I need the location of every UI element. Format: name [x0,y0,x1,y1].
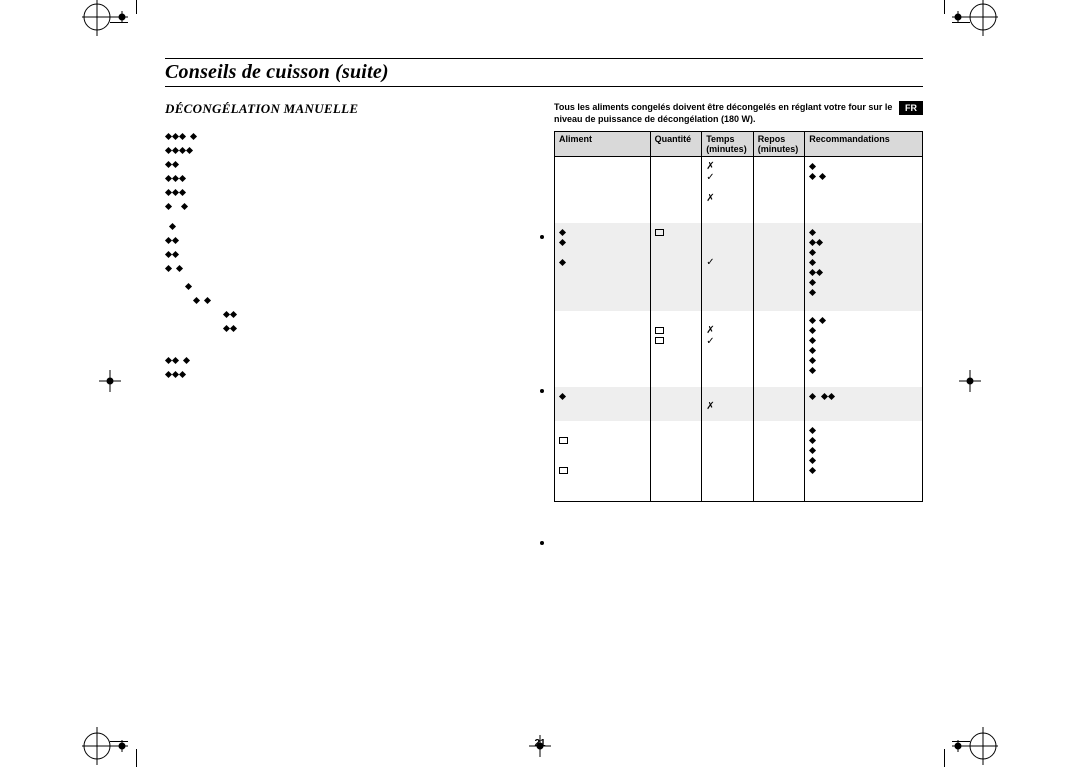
table-row: ✗✓ [555,311,923,387]
registration-mark-icon [952,0,998,40]
cell-reco [805,311,923,387]
col-quantite: Quantité [650,132,702,157]
bullet-icon [540,541,544,545]
cell-temps: ✗ [702,387,754,421]
language-tab: FR [899,101,923,115]
crop-mark-icon [936,14,952,30]
title-rule: Conseils de cuisson (suite) [165,58,923,87]
defrost-table: Aliment Quantité Temps (minutes) Repos (… [554,131,923,502]
cell-aliment [555,421,651,502]
col-repos: Repos (minutes) [753,132,805,157]
two-column-layout: DÉCONGÉLATION MANUELLE [165,101,923,641]
cell-temps: ✗✓✗ [702,157,754,224]
right-column: FR Tous les aliments congelés doivent êt… [554,101,923,641]
cell-quantite [650,311,702,387]
table-row [555,421,923,502]
col-reco: Recommandations [805,132,923,157]
cell-reco [805,421,923,502]
page: Conseils de cuisson (suite) DÉCONGÉLATIO… [0,0,1080,763]
registration-mark-icon [82,0,128,40]
page-number: 21 [0,738,1080,749]
cell-aliment [555,223,651,311]
table-row: ✓ [555,223,923,311]
illegible-text [165,125,534,355]
cell-aliment [555,387,651,421]
col-aliment: Aliment [555,132,651,157]
cell-temps: ✗✓ [702,311,754,387]
registration-mark-icon [82,358,128,404]
cell-temps: ✓ [702,223,754,311]
table-row: ✗ [555,387,923,421]
cell-reco [805,223,923,311]
registration-mark-icon [952,358,998,404]
content-area: Conseils de cuisson (suite) DÉCONGÉLATIO… [165,58,923,715]
intro-text: Tous les aliments congelés doivent être … [554,101,923,125]
cell-quantite [650,223,702,311]
bullet-icon [540,389,544,393]
cell-reco [805,387,923,421]
left-column: DÉCONGÉLATION MANUELLE [165,101,534,641]
section-heading: DÉCONGÉLATION MANUELLE [165,101,534,117]
table-header-row: Aliment Quantité Temps (minutes) Repos (… [555,132,923,157]
cell-reco [805,157,923,224]
col-temps: Temps (minutes) [702,132,754,157]
bullet-icon [540,235,544,239]
page-title: Conseils de cuisson (suite) [165,61,923,84]
table-row: ✗✓✗ [555,157,923,224]
crop-mark-icon [128,14,144,30]
